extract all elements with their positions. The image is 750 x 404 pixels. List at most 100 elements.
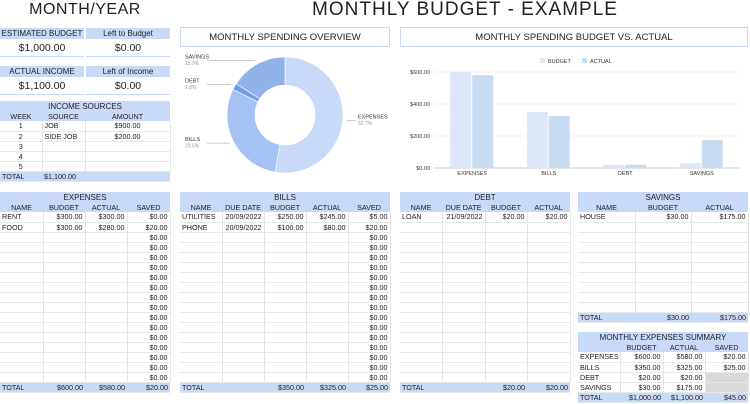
cell[interactable] (578, 292, 636, 303)
cell[interactable] (306, 282, 349, 293)
cell[interactable] (180, 322, 223, 333)
cell[interactable] (0, 362, 44, 373)
cell[interactable] (527, 242, 571, 253)
cell[interactable] (222, 292, 265, 303)
cell[interactable] (578, 222, 636, 233)
cell[interactable] (306, 292, 349, 303)
cell[interactable]: $300.00 (43, 222, 86, 233)
cell[interactable] (527, 342, 571, 353)
cell[interactable] (43, 252, 86, 263)
cell[interactable]: SAVINGS (578, 382, 621, 393)
cell[interactable]: $300.00 (43, 212, 86, 223)
cell[interactable] (578, 272, 636, 283)
cell[interactable] (85, 252, 128, 263)
cell[interactable] (527, 372, 571, 383)
cell[interactable] (222, 322, 265, 333)
cell[interactable] (635, 292, 692, 303)
cell[interactable] (43, 262, 86, 273)
cell[interactable] (485, 342, 528, 353)
cell[interactable] (485, 282, 528, 293)
cell[interactable] (485, 232, 528, 243)
cell[interactable] (43, 362, 86, 373)
cell[interactable] (485, 262, 528, 273)
cell[interactable]: 1 (0, 121, 43, 132)
cell[interactable]: PHONE (180, 222, 223, 233)
cell[interactable] (400, 372, 443, 383)
cell[interactable]: 5 (0, 161, 43, 172)
cell[interactable] (635, 232, 692, 243)
cell[interactable]: $0.00 (348, 262, 391, 273)
cell[interactable] (222, 252, 265, 263)
cell[interactable]: $0.00 (127, 312, 171, 323)
cell[interactable] (578, 232, 636, 243)
cell[interactable] (264, 332, 307, 343)
cell[interactable] (485, 372, 528, 383)
cell[interactable] (306, 372, 349, 383)
cell[interactable] (400, 232, 443, 243)
cell[interactable] (0, 282, 44, 293)
cell[interactable]: $350.00 (620, 362, 664, 373)
cell[interactable]: $0.00 (127, 272, 171, 283)
cell[interactable]: $0.00 (348, 362, 391, 373)
cell[interactable]: $0.00 (348, 332, 391, 343)
cell[interactable] (442, 332, 486, 343)
cell[interactable] (400, 262, 443, 273)
cell[interactable] (485, 222, 528, 233)
cell[interactable] (264, 262, 307, 273)
estimated-budget-value[interactable]: $1,000.00 (0, 40, 84, 57)
cell[interactable] (442, 272, 486, 283)
cell[interactable] (400, 282, 443, 293)
cell[interactable]: 4 (0, 151, 43, 162)
cell[interactable]: $0.00 (127, 372, 171, 383)
cell[interactable]: $0.00 (127, 282, 171, 293)
cell[interactable] (400, 222, 443, 233)
cell[interactable]: 21/09/2022 (442, 212, 486, 223)
cell[interactable] (442, 262, 486, 273)
cell[interactable] (264, 282, 307, 293)
cell[interactable] (442, 302, 486, 313)
cell[interactable] (306, 242, 349, 253)
cell[interactable]: $20.00 (127, 222, 171, 233)
cell[interactable] (0, 262, 44, 273)
cell[interactable] (0, 232, 44, 243)
cell[interactable] (264, 352, 307, 363)
cell[interactable] (85, 332, 128, 343)
cell[interactable]: $20.00 (705, 352, 749, 363)
cell[interactable]: $0.00 (348, 372, 391, 383)
cell[interactable] (222, 282, 265, 293)
cell[interactable] (42, 151, 86, 162)
cell[interactable] (180, 232, 223, 243)
cell[interactable] (306, 232, 349, 243)
cell[interactable] (527, 362, 571, 373)
cell[interactable] (43, 242, 86, 253)
cell[interactable] (527, 312, 571, 323)
cell[interactable] (0, 342, 44, 353)
cell[interactable]: $0.00 (348, 292, 391, 303)
cell[interactable]: $20.00 (620, 372, 664, 383)
left-of-income-value[interactable]: $0.00 (86, 78, 170, 95)
cell[interactable] (85, 232, 128, 243)
cell[interactable] (0, 292, 44, 303)
cell[interactable] (264, 372, 307, 383)
bar-savings-actual[interactable] (701, 140, 723, 168)
cell[interactable] (400, 242, 443, 253)
cell[interactable]: $250.00 (264, 212, 307, 223)
cell[interactable] (578, 252, 636, 263)
cell[interactable] (0, 272, 44, 283)
cell[interactable]: $20.00 (485, 212, 528, 223)
cell[interactable] (0, 252, 44, 263)
cell[interactable] (400, 362, 443, 373)
cell[interactable]: $245.00 (306, 212, 349, 223)
cell[interactable]: $100.00 (264, 222, 307, 233)
cell[interactable] (691, 302, 749, 313)
cell[interactable] (691, 262, 749, 273)
cell[interactable]: $0.00 (348, 322, 391, 333)
cell[interactable] (527, 272, 571, 283)
cell[interactable] (485, 352, 528, 363)
cell[interactable] (180, 242, 223, 253)
cell[interactable]: 2 (0, 131, 43, 142)
cell[interactable] (85, 312, 128, 323)
cell[interactable] (180, 262, 223, 273)
cell[interactable] (43, 332, 86, 343)
cell[interactable] (527, 282, 571, 293)
